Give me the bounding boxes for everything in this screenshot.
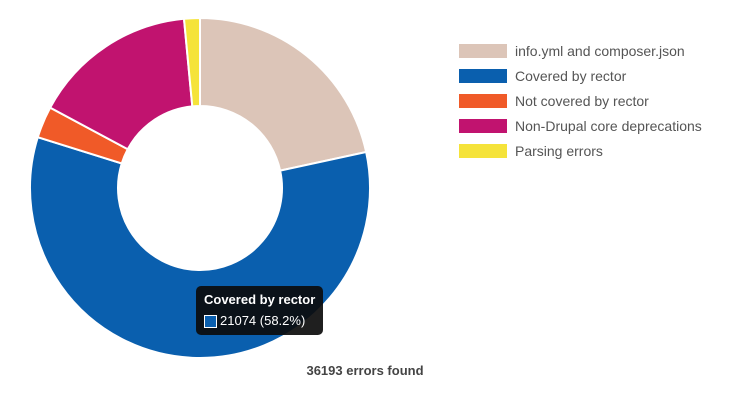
legend-swatch bbox=[459, 93, 507, 108]
legend-label: Not covered by rector bbox=[515, 92, 649, 109]
legend-label: Non-Drupal core deprecations bbox=[515, 117, 702, 134]
legend-label: Parsing errors bbox=[515, 142, 603, 159]
chart-legend: info.yml and composer.json Covered by re… bbox=[459, 38, 702, 163]
errors-summary-text: 36193 errors found bbox=[306, 363, 424, 378]
legend-swatch bbox=[459, 43, 507, 58]
legend-item-parsing[interactable]: Parsing errors bbox=[459, 138, 702, 163]
tooltip-swatch bbox=[204, 314, 217, 328]
legend-item-info-yml[interactable]: info.yml and composer.json bbox=[459, 38, 702, 63]
tooltip-value: 21074 (58.2%) bbox=[220, 313, 306, 328]
errors-summary: 36193 errors found bbox=[0, 362, 730, 380]
legend-swatch bbox=[459, 118, 507, 133]
slice-non-drupal[interactable] bbox=[48, 17, 194, 151]
tooltip-body: 21074 (58.2%) bbox=[204, 313, 315, 329]
legend-item-non-drupal[interactable]: Non-Drupal core deprecations bbox=[459, 113, 702, 138]
tooltip-title: Covered by rector bbox=[204, 292, 316, 307]
legend-swatch bbox=[459, 143, 507, 158]
legend-item-covered[interactable]: Covered by rector bbox=[459, 63, 702, 88]
slice-info-yml[interactable] bbox=[199, 16, 368, 172]
legend-label: Covered by rector bbox=[515, 67, 627, 84]
chart-tooltip: Covered by rector 21074 (58.2%) bbox=[196, 286, 324, 335]
slice-parsing-errors[interactable] bbox=[182, 16, 201, 108]
legend-item-not-covered[interactable]: Not covered by rector bbox=[459, 88, 702, 113]
legend-swatch bbox=[459, 68, 507, 83]
legend-label: info.yml and composer.json bbox=[515, 42, 685, 59]
